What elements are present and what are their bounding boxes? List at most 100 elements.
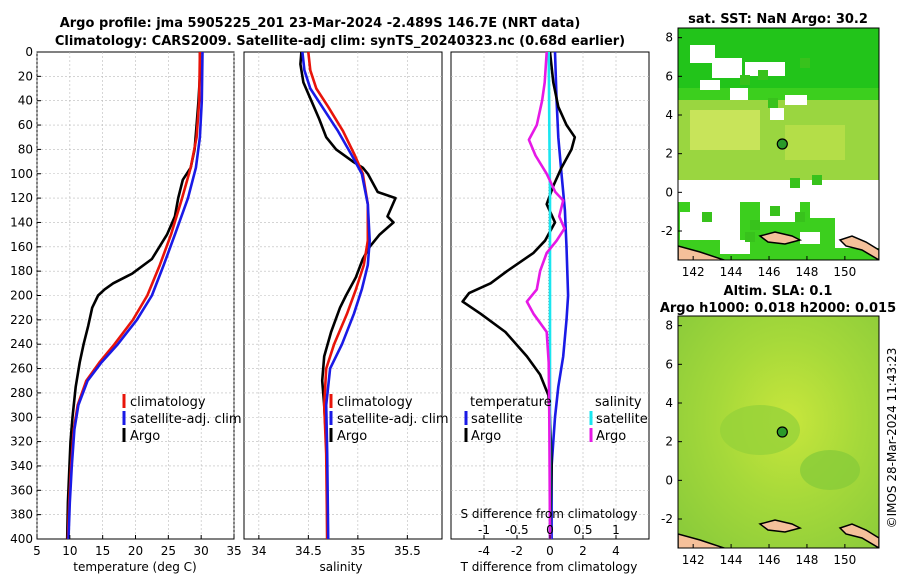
sst-map-ticks: 142 144 146 148 150 8 6 4 2 0 -2 xyxy=(661,31,856,279)
map-y-tick-label: 0 xyxy=(665,185,673,199)
series-line-climatology xyxy=(307,51,370,540)
map-y-tick-label: 8 xyxy=(665,319,673,333)
x-tick-label: 15 xyxy=(95,544,110,558)
difference-grid xyxy=(451,52,649,539)
map-x-tick-label: 150 xyxy=(833,553,856,567)
sla-map-title-line1: Altim. SLA: 0.1 xyxy=(724,284,833,299)
y-tick-label: 400 xyxy=(10,532,33,546)
map-x-tick-label: 142 xyxy=(682,553,705,567)
sst-cloud-patch xyxy=(770,108,784,120)
y-tick-label: 140 xyxy=(10,215,33,229)
series-line-t-satellite xyxy=(550,51,570,539)
x-tick-label: -2 xyxy=(511,544,523,558)
sla-map-argo-marker xyxy=(776,426,788,438)
sst-data-pixel xyxy=(745,232,755,242)
temperature-legend-climatology: climatology xyxy=(130,395,206,410)
series-line-satellite-adj-clim xyxy=(301,51,372,540)
sst-data-pixel xyxy=(750,220,760,230)
salinity-legend-climatology: climatology xyxy=(337,395,413,410)
x-tick-label: 20 xyxy=(128,544,143,558)
y-tick-label: 260 xyxy=(10,362,33,376)
y-tick-label: 120 xyxy=(10,191,33,205)
sst-cloud-patch xyxy=(785,95,807,105)
map-y-tick-label: 8 xyxy=(665,31,673,45)
x-tick-label: 35 xyxy=(226,544,241,558)
y-tick-label: 40 xyxy=(18,94,33,108)
x-tick-label: 30 xyxy=(194,544,209,558)
sst-data-pixel xyxy=(790,178,800,188)
sst-map-title: sat. SST: NaN Argo: 30.2 xyxy=(688,12,868,27)
y-tick-label: 80 xyxy=(18,142,33,156)
y-tick-label: 220 xyxy=(10,313,33,327)
sst-map-warm-patch-east xyxy=(785,125,845,160)
difference-legend-s-satellite: satellite xyxy=(596,412,648,427)
sst-data-pixel xyxy=(770,206,780,216)
map-x-tick-label: 146 xyxy=(758,265,781,279)
map-x-tick-label: 148 xyxy=(795,265,818,279)
sla-map: Altim. SLA: 0.1 Argo h1000: 0.018 h2000:… xyxy=(660,284,896,567)
x-tick-label: -4 xyxy=(478,544,490,558)
y-tick-label: 280 xyxy=(10,386,33,400)
sst-data-pixel xyxy=(758,70,768,80)
sst-map-frame xyxy=(677,27,880,261)
difference-s-label: S difference from climatology xyxy=(461,507,638,521)
x-tick-label: 34.5 xyxy=(295,544,322,558)
difference-legend-t-satellite: satellite xyxy=(471,412,523,427)
x-tick-label: 0 xyxy=(546,544,554,558)
map-x-tick-label: 142 xyxy=(682,265,705,279)
sla-map-low-patch-east xyxy=(800,450,860,490)
salinity-grid xyxy=(244,52,442,539)
figure-title-line1: Argo profile: jma 5905225_201 23-Mar-202… xyxy=(60,16,581,31)
x-tick-label: 25 xyxy=(161,544,176,558)
sst-data-pixel xyxy=(812,175,822,185)
map-y-tick-label: 0 xyxy=(665,473,673,487)
y-tick-label: 380 xyxy=(10,508,33,522)
sla-map-land-east xyxy=(838,523,879,548)
map-y-tick-label: 6 xyxy=(665,357,673,371)
y-tick-label: 240 xyxy=(10,337,33,351)
temperature-legend-satellite: satellite-adj. clim xyxy=(130,412,242,427)
s-tick-label: 1 xyxy=(612,523,620,537)
sla-map-land-island xyxy=(758,519,803,533)
sst-cloud-patch xyxy=(708,190,730,200)
series-line-t-argo xyxy=(461,51,577,540)
difference-s-ticks: -1 -0.5 0 0.5 1 xyxy=(478,523,620,537)
y-tick-label: 100 xyxy=(10,167,33,181)
sst-map-argo-marker xyxy=(776,138,788,150)
difference-legend: temperature satellite Argo salinity sate… xyxy=(464,395,648,444)
salinity-legend: climatology satellite-adj. clim Argo xyxy=(329,394,449,444)
difference-legend-salinity-title: salinity xyxy=(595,395,642,410)
s-tick-label: 0.5 xyxy=(573,523,592,537)
map-x-tick-label: 150 xyxy=(833,265,856,279)
difference-legend-t-argo: Argo xyxy=(471,429,501,444)
temperature-y-ticks: 0 20 40 60 80 100 120 140 160 180 200 220 240 260 280 3… xyxy=(10,45,41,546)
timestamp: ©IMOS 28-Mar-2024 11:43:23 xyxy=(885,348,899,529)
temperature-series xyxy=(65,51,204,540)
map-y-tick-label: 2 xyxy=(665,147,673,161)
sst-data-pixel xyxy=(768,98,778,108)
sst-cloud-patch xyxy=(745,62,785,76)
y-tick-label: 160 xyxy=(10,240,33,254)
sst-map-warm-patch xyxy=(690,110,760,150)
salinity-series xyxy=(299,51,397,540)
y-tick-label: 60 xyxy=(18,118,33,132)
x-tick-label: 34 xyxy=(251,544,266,558)
x-tick-label: 10 xyxy=(62,544,77,558)
sla-map-frame xyxy=(677,315,880,549)
figure-title-line2: Climatology: CARS2009. Satellite-adj cli… xyxy=(55,34,625,49)
map-y-tick-label: -2 xyxy=(661,512,673,526)
sst-cloud-patch xyxy=(690,200,740,240)
sla-map-title-line2: Argo h1000: 0.018 h2000: 0.015 xyxy=(660,301,896,316)
sst-map-cloud-mask xyxy=(678,45,879,254)
x-tick-label: 35 xyxy=(350,544,365,558)
map-x-tick-label: 148 xyxy=(795,553,818,567)
sla-map-ticks: 142 144 146 148 150 8 6 4 2 0 -2 xyxy=(661,319,856,567)
s-tick-label: -0.5 xyxy=(505,523,528,537)
series-line-satellite-adj-clim xyxy=(67,51,204,540)
difference-legend-temperature-title: temperature xyxy=(470,395,552,410)
sst-cloud-patch xyxy=(700,80,720,90)
salinity-legend-argo: Argo xyxy=(337,429,367,444)
y-tick-label: 360 xyxy=(10,483,33,497)
sst-map-land-west xyxy=(678,245,727,260)
